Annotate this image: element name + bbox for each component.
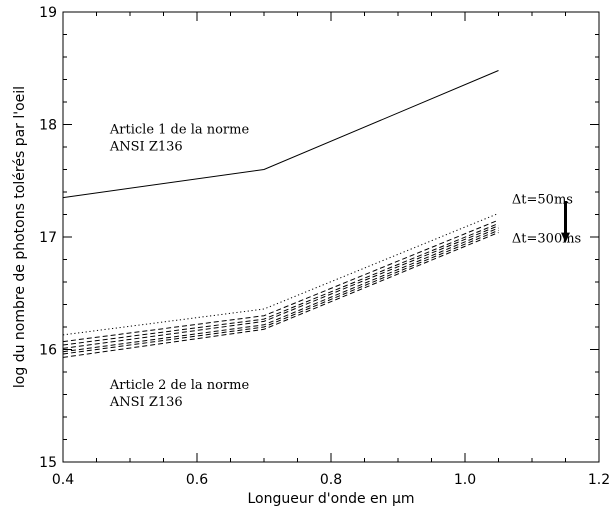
annotation-1-line-2: ANSI Z136: [109, 140, 183, 155]
x-tick-label: 1.2: [588, 472, 610, 488]
arrow-head: [561, 232, 570, 243]
x-tick-label: 0.8: [320, 472, 342, 488]
annotation-1-line-1: Article 1 de la norme: [109, 123, 250, 138]
series-line-6: [62, 227, 499, 353]
annotation-2-line-2: ANSI Z136: [109, 395, 183, 410]
x-axis-label: Longueur d'onde en μm: [247, 491, 414, 507]
arrow-group: [561, 201, 570, 243]
series-line-2: [62, 212, 499, 336]
series-line-7: [62, 229, 499, 355]
annotation-3-line-1: Δt=50ms: [512, 192, 573, 207]
x-tick-label: 1.0: [454, 472, 476, 488]
x-tick-label: 0.4: [52, 472, 74, 488]
series-group: [62, 70, 499, 358]
y-tick-label: 19: [39, 5, 57, 21]
series-line-4: [62, 223, 499, 346]
series-line-1: [62, 70, 499, 199]
annotation-4-line-1: Δt=300ms: [512, 232, 581, 247]
y-tick-label: 18: [39, 118, 57, 134]
y-tick-label: 15: [39, 455, 57, 471]
x-tick-label: 0.6: [186, 472, 208, 488]
axis-ticks: [62, 11, 600, 463]
y-tick-label: 17: [39, 230, 57, 246]
annotation-2-line-1: Article 2 de la norme: [109, 378, 250, 393]
y-axis-label: log du nombre de photons tolérés par l'o…: [12, 86, 28, 388]
series-line-3: [62, 219, 499, 343]
series-line-5: [62, 225, 499, 349]
y-tick-label: 16: [39, 343, 57, 359]
annotations: Article 1 de la norme ANSI Z136 Article 2 …: [109, 123, 581, 410]
tick-labels: 0.4 0.6 0.8 1.0 1.2 15 16 17 18 19: [39, 5, 610, 488]
series-line-8: [62, 232, 499, 358]
